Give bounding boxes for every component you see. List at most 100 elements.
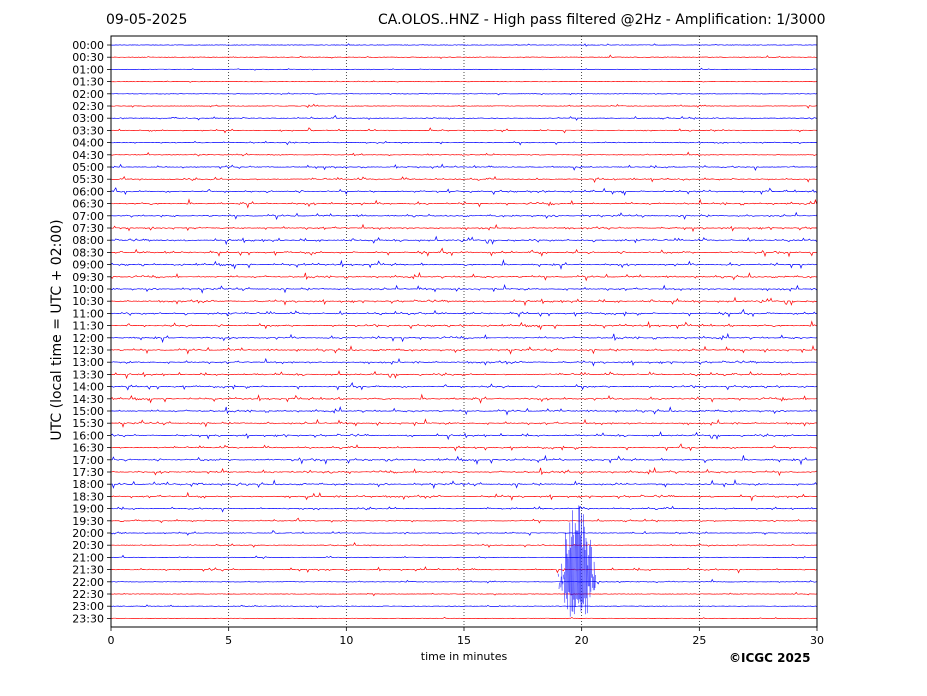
y-tick-label: 02:30	[72, 100, 104, 113]
trace-line	[111, 370, 818, 380]
trace-line	[110, 578, 818, 585]
y-tick-label: 15:00	[72, 405, 104, 418]
y-tick-label: 05:30	[72, 173, 104, 186]
y-tick-label: 22:00	[72, 576, 104, 589]
trace-line	[110, 43, 817, 47]
y-tick-label: 21:00	[72, 551, 104, 564]
x-axis-label: time in minutes	[420, 650, 508, 663]
trace-line	[110, 284, 818, 294]
y-tick-label: 14:30	[72, 393, 104, 406]
y-tick-label: 18:30	[72, 490, 104, 503]
trace-line	[110, 187, 818, 196]
plot-frame	[110, 35, 818, 628]
y-tick-label: 11:00	[72, 307, 104, 320]
x-tick-label: 10	[339, 634, 353, 647]
y-tick-label: 09:00	[72, 259, 104, 272]
y-tick-label: 22:30	[72, 588, 104, 601]
y-tick-label: 04:30	[72, 149, 104, 162]
y-tick-label: 18:00	[72, 478, 104, 491]
y-tick-label: 09:30	[72, 271, 104, 284]
y-tick-label: 06:30	[72, 198, 104, 211]
trace-line	[110, 591, 818, 597]
trace-line	[110, 345, 818, 355]
trace-line	[110, 393, 817, 404]
x-tick-label: 0	[108, 634, 115, 647]
y-tick-label: 11:30	[72, 320, 104, 333]
trace-line	[110, 479, 818, 490]
trace-line	[110, 67, 818, 71]
trace-line	[111, 505, 818, 513]
y-tick-label: 14:00	[72, 381, 104, 394]
y-tick-label: 19:00	[72, 503, 104, 516]
y-tick-label: 08:30	[72, 246, 104, 259]
y-tick-label: 16:30	[72, 442, 104, 455]
y-tick-label: 23:30	[72, 612, 104, 625]
y-tick-label: 21:30	[72, 564, 104, 577]
y-tick-label: 23:00	[72, 600, 104, 613]
trace-line	[110, 418, 817, 428]
trace-line	[110, 530, 817, 536]
trace-line	[110, 103, 818, 109]
trace-line	[110, 259, 818, 270]
y-tick-label: 07:30	[72, 222, 104, 235]
trace-line	[111, 163, 818, 172]
date-label: 09-05-2025	[106, 12, 188, 28]
y-tick-label: 20:00	[72, 527, 104, 540]
trace-line	[110, 517, 818, 524]
x-tick-label: 15	[457, 634, 471, 647]
y-tick-label: 17:30	[72, 466, 104, 479]
event-trace	[557, 505, 596, 617]
trace-line	[110, 175, 817, 184]
x-tick-label: 20	[575, 634, 589, 647]
trace-line	[110, 235, 818, 246]
trace-line	[110, 431, 818, 441]
trace-line	[111, 115, 818, 121]
trace-line	[110, 296, 818, 307]
y-tick-label: 08:00	[72, 234, 104, 247]
y-tick-label: 01:30	[72, 76, 104, 89]
chart-title: CA.OLOS..HNZ - High pass filtered @2Hz -…	[378, 12, 826, 28]
trace-line	[110, 198, 818, 209]
trace-line	[110, 604, 818, 609]
y-tick-label: 12:00	[72, 332, 104, 345]
trace-line	[110, 466, 818, 477]
trace-line	[110, 382, 818, 391]
y-tick-label: 00:30	[72, 51, 104, 64]
y-tick-label: 12:30	[72, 344, 104, 357]
y-tick-label: 05:00	[72, 161, 104, 174]
y-tick-label: 20:30	[72, 539, 104, 552]
trace-line	[111, 454, 818, 466]
y-tick-label: 19:30	[72, 515, 104, 528]
y-tick-label: 03:00	[72, 112, 104, 125]
trace-line	[110, 271, 817, 282]
trace-line	[110, 211, 818, 221]
y-tick-label: 06:00	[72, 185, 104, 198]
y-tick-label: 07:00	[72, 210, 104, 223]
copyright-label: ©ICGC 2025	[729, 651, 811, 665]
trace-line	[110, 542, 818, 548]
trace-line	[111, 92, 818, 96]
y-tick-label: 00:00	[72, 39, 104, 52]
y-tick-label: 16:00	[72, 429, 104, 442]
y-tick-label: 17:00	[72, 454, 104, 467]
x-tick-label: 30	[810, 634, 824, 647]
y-tick-label: 02:00	[72, 88, 104, 101]
y-tick-label: 10:00	[72, 283, 104, 296]
trace-line	[110, 406, 818, 416]
trace-line	[110, 140, 818, 146]
trace-line	[110, 491, 818, 502]
y-tick-label: 13:00	[72, 356, 104, 369]
trace-line	[110, 566, 818, 574]
y-tick-label: 13:30	[72, 368, 104, 381]
x-tick-label: 5	[225, 634, 232, 647]
trace-line	[111, 357, 818, 367]
trace-line	[110, 308, 818, 318]
trace-line	[110, 616, 818, 620]
x-tick-label: 25	[692, 634, 706, 647]
y-tick-label: 01:00	[72, 63, 104, 76]
trace-line	[110, 332, 818, 344]
trace-line	[110, 320, 818, 331]
trace-line	[110, 223, 818, 233]
trace-line	[111, 54, 818, 60]
